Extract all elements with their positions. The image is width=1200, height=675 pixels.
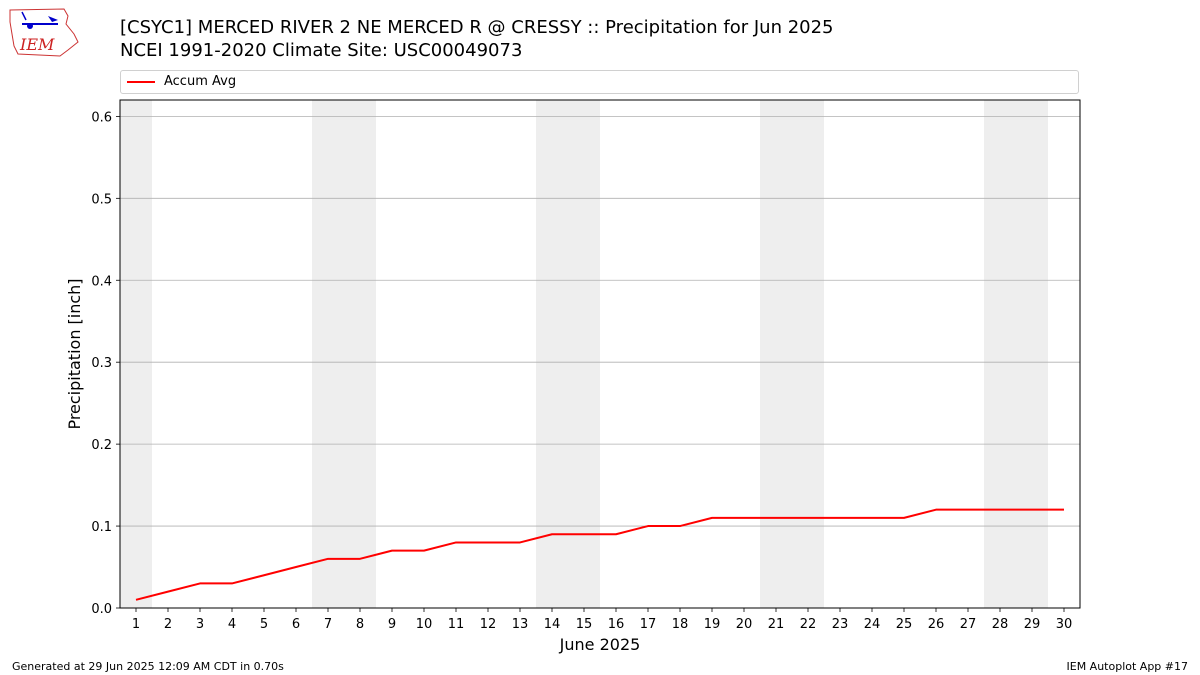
x-tick-label: 29 <box>1024 617 1041 632</box>
x-tick-label: 5 <box>260 617 268 632</box>
x-tick-label: 22 <box>800 617 817 632</box>
logo-text: IEM <box>19 35 55 54</box>
x-tick-label: 15 <box>576 617 593 632</box>
weekend-band <box>1016 100 1048 608</box>
y-tick-label: 0.6 <box>91 110 112 125</box>
x-tick-label: 19 <box>704 617 721 632</box>
x-tick-label: 7 <box>324 617 332 632</box>
generated-footer: Generated at 29 Jun 2025 12:09 AM CDT in… <box>12 660 284 673</box>
x-tick-label: 20 <box>736 617 753 632</box>
y-tick-label: 0.5 <box>91 192 112 207</box>
x-tick-label: 4 <box>228 617 236 632</box>
legend: Accum Avg <box>120 70 1079 94</box>
weekend-band <box>984 100 1016 608</box>
x-axis-label: June 2025 <box>559 635 641 654</box>
x-tick-label: 25 <box>896 617 913 632</box>
weekend-band <box>344 100 376 608</box>
weekend-band <box>792 100 824 608</box>
x-tick-label: 17 <box>640 617 657 632</box>
y-tick-label: 0.1 <box>91 520 112 535</box>
x-tick-label: 6 <box>292 617 300 632</box>
x-tick-label: 1 <box>132 617 140 632</box>
x-tick-label: 28 <box>992 617 1009 632</box>
weekend-band <box>312 100 344 608</box>
x-tick-label: 24 <box>864 617 881 632</box>
chart-title: [CSYC1] MERCED RIVER 2 NE MERCED R @ CRE… <box>120 17 834 38</box>
x-tick-label: 23 <box>832 617 849 632</box>
plot-frame <box>119 99 1081 609</box>
weekend-band <box>120 100 152 608</box>
weekend-band <box>568 100 600 608</box>
app-footer: IEM Autoplot App #17 <box>1066 660 1189 673</box>
chart-subtitle: NCEI 1991-2020 Climate Site: USC00049073 <box>120 40 523 61</box>
x-tick-label: 30 <box>1056 617 1073 632</box>
x-tick-label: 3 <box>196 617 204 632</box>
x-tick-label: 11 <box>448 617 465 632</box>
y-tick-label: 0.0 <box>91 602 112 617</box>
x-tick-label: 8 <box>356 617 364 632</box>
iem-logo-icon: IEM <box>9 8 79 57</box>
y-axis-label: Precipitation [inch] <box>65 278 84 429</box>
x-tick-label: 12 <box>480 617 497 632</box>
x-tick-label: 18 <box>672 617 689 632</box>
x-tick-label: 21 <box>768 617 785 632</box>
legend-swatch <box>127 81 155 83</box>
x-tick-label: 10 <box>416 617 433 632</box>
x-tick-label: 9 <box>388 617 396 632</box>
x-tick-label: 14 <box>544 617 561 632</box>
x-tick-label: 13 <box>512 617 529 632</box>
x-tick-label: 16 <box>608 617 625 632</box>
weekend-band <box>760 100 792 608</box>
x-tick-label: 2 <box>164 617 172 632</box>
legend-label: Accum Avg <box>164 74 237 89</box>
x-tick-label: 26 <box>928 617 945 632</box>
weekend-band <box>536 100 568 608</box>
x-tick-label: 27 <box>960 617 977 632</box>
y-tick-label: 0.3 <box>91 356 112 371</box>
series-line-accum-avg <box>135 508 1064 601</box>
y-tick-label: 0.2 <box>91 438 112 453</box>
y-tick-label: 0.4 <box>91 274 112 289</box>
